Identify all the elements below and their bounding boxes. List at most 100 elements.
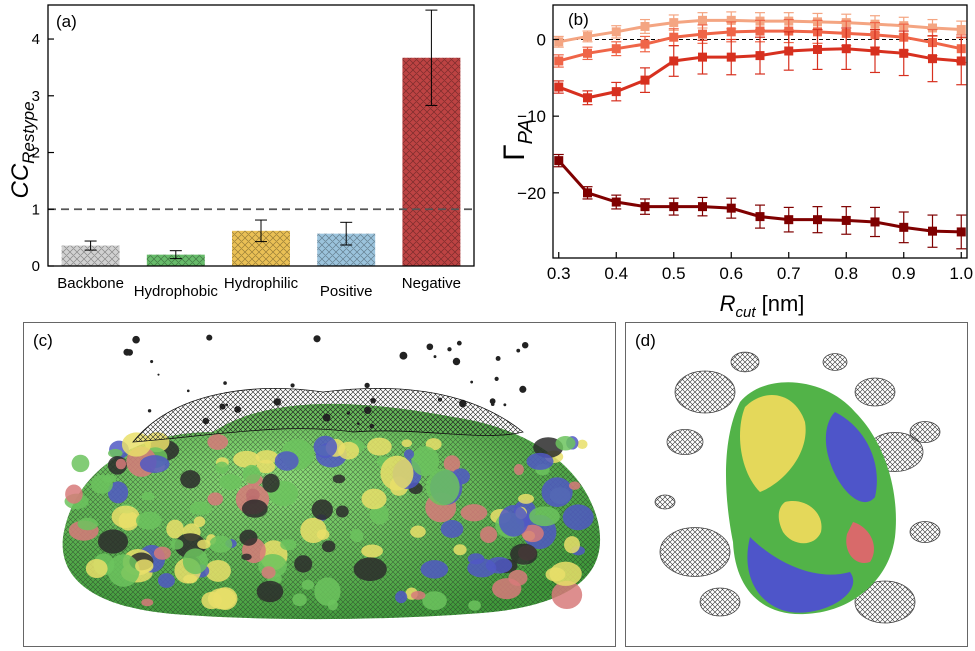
x-tick-label: 0.9 <box>892 264 916 283</box>
bar-hatch-hydrophobic <box>146 254 205 266</box>
density-speck <box>516 348 521 353</box>
surface-blob <box>65 484 83 504</box>
x-tick-label: Backbone <box>57 275 124 292</box>
y-axis-label: ΓPA <box>498 119 537 161</box>
surface-blob <box>85 559 108 579</box>
density-speck <box>426 343 434 351</box>
y-tick-label: 2 <box>32 145 40 162</box>
surface-blob <box>369 504 389 525</box>
x-tick-label: Positive <box>320 283 373 300</box>
data-point <box>755 51 765 61</box>
data-point <box>726 15 736 25</box>
density-speck <box>186 389 190 393</box>
density-mesh <box>659 527 731 577</box>
data-point <box>554 56 564 66</box>
density-speck <box>150 359 154 364</box>
data-point <box>554 37 564 47</box>
data-point <box>554 82 564 92</box>
surface-blob <box>261 566 276 579</box>
surface-blob <box>332 474 346 484</box>
surface-blob <box>338 441 360 460</box>
surface-blob <box>280 539 297 551</box>
surface-blob <box>300 517 327 544</box>
surface-blob <box>141 598 154 607</box>
panel-b-line-chart: 0 −10 −20 0.3 0.4 0.5 0.6 0.7 0.8 0.9 1.0 (b) ΓPA… <box>498 4 973 320</box>
data-point <box>698 202 707 212</box>
protein-surface <box>725 382 896 615</box>
surface-blob <box>207 434 229 450</box>
x-tick-label: Negative <box>402 275 461 292</box>
surface-blob <box>71 454 90 473</box>
data-point <box>640 202 650 212</box>
surface-blob <box>111 505 140 529</box>
data-point <box>640 75 650 85</box>
y-tick-label: −20 <box>517 184 546 203</box>
density-speck <box>452 357 461 366</box>
density-speck <box>157 373 160 376</box>
surface-blob <box>410 590 426 600</box>
data-point <box>755 26 765 36</box>
surface-blob <box>292 593 307 607</box>
surface-blob <box>541 477 573 507</box>
error-bar-negative <box>425 9 438 106</box>
data-point <box>583 48 592 58</box>
data-point <box>899 222 909 232</box>
surface-blob <box>262 473 280 493</box>
data-point <box>928 226 937 236</box>
panel-d-surface-image: (d) <box>625 322 968 647</box>
surface-blob <box>555 436 576 451</box>
error-bar-hydrophilic <box>255 219 267 243</box>
surface-blob <box>361 544 383 558</box>
density-speck <box>290 383 295 388</box>
data-point <box>583 31 592 41</box>
surface-blob <box>467 558 497 578</box>
error-bar-backbone <box>84 240 97 251</box>
data-point <box>726 203 736 213</box>
surface-blob <box>209 535 233 553</box>
data-point <box>640 21 650 31</box>
data-point <box>813 215 822 225</box>
x-tick-label: 0.7 <box>777 264 801 283</box>
surface-blob <box>180 470 201 489</box>
surface-blob <box>420 560 449 579</box>
surface-blob <box>255 450 279 464</box>
surface-blob <box>301 579 315 590</box>
density-mesh <box>674 370 736 414</box>
density-speck <box>399 351 408 360</box>
surface-blob <box>327 599 338 611</box>
surface-blob <box>562 504 594 531</box>
density-speck <box>123 348 131 356</box>
data-point <box>956 25 966 35</box>
surface-blob <box>215 461 229 474</box>
density-speck <box>132 335 140 344</box>
surface-blob <box>241 553 252 561</box>
density-mesh <box>730 351 760 373</box>
x-tick-label: Hydrophobic <box>134 283 219 300</box>
data-point <box>611 197 621 207</box>
surface-blob <box>425 468 460 506</box>
surface-blob <box>256 580 284 603</box>
surface-blob <box>239 529 258 546</box>
surface-blob <box>233 450 260 468</box>
density-speck <box>503 403 507 407</box>
data-point <box>841 44 851 54</box>
surface-blob <box>367 437 392 456</box>
surface-blob <box>153 546 172 560</box>
density-speck <box>364 382 370 388</box>
density-speck <box>521 341 529 349</box>
surface-blob <box>529 506 560 527</box>
x-tick-label: 0.4 <box>604 264 628 283</box>
surface-blob <box>313 435 338 458</box>
density-speck <box>519 385 527 393</box>
surface-blob <box>201 591 222 610</box>
data-point <box>899 48 909 58</box>
data-point <box>669 32 679 42</box>
density-speck <box>206 334 213 341</box>
density-mesh <box>909 421 941 443</box>
y-tick-label: 4 <box>32 31 40 48</box>
data-point <box>755 212 765 222</box>
series-4 <box>553 153 967 250</box>
panel-a-bar-chart: 0 1 2 3 4 Backbone Hydrophobic Hydrophilic Posi… <box>7 4 475 300</box>
y-tick-label: 0 <box>32 258 40 275</box>
data-point <box>870 46 880 56</box>
